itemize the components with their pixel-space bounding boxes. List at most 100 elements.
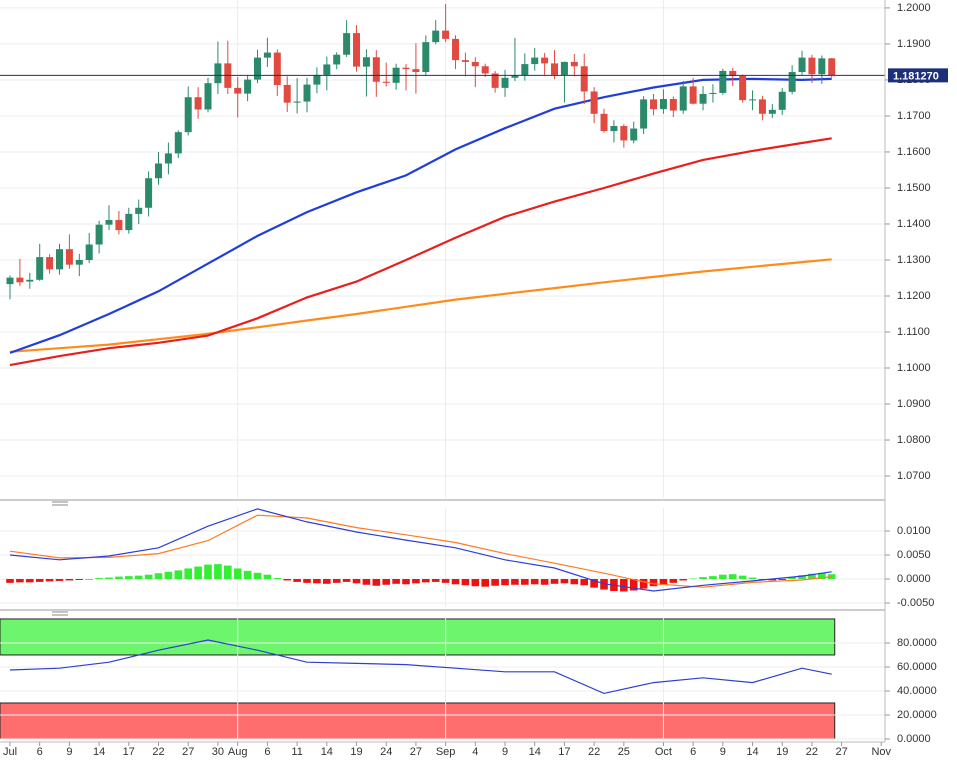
histogram-bar: [26, 579, 34, 583]
histogram-bar: [372, 579, 381, 586]
candle-body: [194, 97, 202, 110]
x-tick-label: 9: [502, 746, 508, 758]
histogram-bar: [521, 579, 529, 585]
x-tick-label: 17: [123, 746, 135, 758]
y-tick-label: 1.1100: [897, 326, 930, 338]
histogram-bar: [461, 579, 470, 586]
candle-body: [808, 57, 816, 75]
histogram-bar: [511, 579, 519, 585]
candle-body: [669, 99, 677, 111]
y-tick-label: 1.0900: [897, 398, 931, 410]
histogram-bar: [154, 573, 163, 580]
candle-body: [749, 99, 757, 101]
x-tick-label: 19: [350, 746, 362, 758]
histogram-bar: [679, 579, 688, 581]
candle-body: [471, 61, 479, 67]
candle-body: [382, 81, 390, 83]
candle-body: [75, 259, 83, 265]
x-tick-label: 22: [806, 746, 818, 758]
y-tick-label: 40.0000: [897, 685, 937, 697]
candle-body: [650, 99, 658, 110]
histogram-bar: [144, 574, 153, 580]
histogram-bar: [540, 579, 549, 585]
x-tick-label: 24: [380, 746, 392, 758]
histogram-bar: [768, 579, 777, 581]
x-tick-label: 11: [291, 746, 302, 758]
candle-body: [590, 91, 598, 114]
y-tick-label: 1.1700: [897, 110, 931, 122]
candle-body: [729, 70, 737, 76]
x-tick-label: 14: [93, 746, 105, 758]
last-price-box: [888, 68, 948, 83]
candle-body: [551, 63, 559, 75]
candle-body: [263, 52, 271, 58]
resize-handle[interactable]: [52, 501, 68, 616]
histogram-bar: [164, 571, 173, 580]
histogram-bar: [530, 579, 539, 585]
x-tick-label: 9: [720, 746, 726, 758]
candle-body: [788, 72, 796, 92]
y-tick-label: 1.0800: [897, 434, 931, 446]
candle-body: [303, 84, 311, 102]
candle-body: [323, 64, 331, 75]
y-tick-label: 1.0700: [897, 470, 931, 482]
histogram-bar: [798, 575, 806, 580]
candle-body: [164, 153, 172, 164]
candle-body: [244, 79, 252, 94]
x-tick-label: 27: [182, 746, 194, 758]
histogram-bar: [560, 579, 569, 584]
indicator-line: [9, 514, 832, 588]
candle-body: [531, 57, 539, 65]
candle-body: [422, 42, 430, 73]
histogram-bar: [392, 579, 400, 584]
candle-body: [491, 73, 499, 88]
x-tick-label: 22: [588, 746, 600, 758]
histogram-bar: [550, 579, 559, 584]
candle-body: [214, 63, 222, 84]
histogram-bar: [293, 579, 301, 582]
histogram-bar: [590, 579, 598, 588]
mark-layer: [6, 508, 836, 592]
histogram-bar: [342, 579, 351, 582]
histogram-bar: [629, 579, 638, 591]
histogram-bar: [16, 579, 24, 583]
histogram-bar: [352, 579, 361, 584]
candle-body: [432, 30, 440, 43]
histogram-bar: [313, 579, 321, 584]
histogram-bar: [451, 579, 460, 585]
candle-body: [610, 126, 618, 132]
x-tick-label: 6: [690, 746, 696, 758]
candle-body: [739, 75, 747, 101]
candle-body: [145, 178, 153, 208]
histogram-bar: [748, 577, 757, 580]
histogram-bar: [570, 579, 579, 585]
indicator-line: [9, 508, 832, 592]
zone: [0, 618, 836, 656]
histogram-bar: [639, 579, 648, 589]
y-tick-label: 1.1000: [897, 362, 931, 374]
histogram-bar: [728, 574, 737, 580]
histogram-bar: [204, 564, 212, 580]
candle-body: [333, 54, 341, 65]
y-tick-label: 0.0000: [897, 733, 931, 745]
y-tick-label: 80.0000: [897, 637, 937, 649]
histogram-bar: [481, 579, 490, 587]
histogram-bar: [620, 579, 628, 592]
histogram-bar: [263, 574, 272, 580]
histogram-bar: [125, 576, 133, 580]
candle-body: [254, 57, 262, 80]
candle-body: [65, 249, 73, 265]
y-tick-label: 60.0000: [897, 661, 937, 673]
mark-layer: [0, 3, 885, 367]
grid-layer: [0, 508, 885, 607]
x-tick-label: 25: [618, 746, 630, 758]
candle-body: [26, 279, 34, 282]
candle-body: [204, 83, 212, 110]
histogram-bar: [332, 579, 341, 583]
histogram-bar: [75, 579, 84, 580]
histogram-bar: [402, 579, 410, 585]
mark-layer: [9, 639, 832, 695]
candle-body: [511, 75, 519, 78]
candle-body: [283, 84, 291, 103]
candle-body: [135, 207, 143, 214]
